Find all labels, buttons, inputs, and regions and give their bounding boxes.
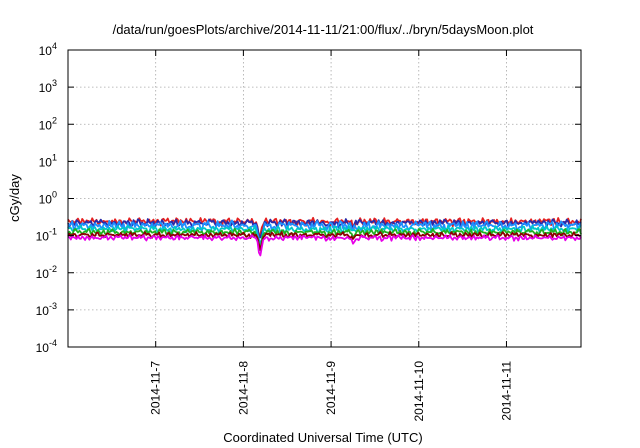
- y-tick-label: 102: [39, 115, 57, 132]
- series-lines: [67, 216, 582, 257]
- series-line: [67, 218, 582, 239]
- y-tick-label: 103: [39, 78, 57, 95]
- grid-lines: [68, 50, 581, 347]
- y-tick-label: 100: [39, 190, 57, 207]
- y-tick-label: 101: [39, 152, 57, 169]
- axis-ticks: 10-4 10-3 10-2 10-1 100 101 102 103 104 2014-11-7…: [36, 41, 581, 422]
- x-axis-label: Coordinated Universal Time (UTC): [223, 430, 422, 445]
- x-tick-label: 2014-11-9: [324, 361, 338, 415]
- x-tick-label: 2014-11-11: [499, 361, 513, 421]
- x-tick-label: 2014-11-7: [149, 361, 163, 415]
- series-line: [67, 234, 582, 257]
- y-tick-label: 10-4: [36, 338, 57, 355]
- series-line: [67, 231, 582, 251]
- y-tick-label: 10-1: [36, 227, 57, 244]
- x-tick-label: 2014-11-8: [236, 361, 250, 415]
- y-tick-label: 104: [39, 41, 57, 58]
- y-axis-label: cGy/day: [7, 174, 22, 222]
- y-tick-label: 10-3: [36, 301, 57, 318]
- x-tick-label: 2014-11-10: [412, 361, 426, 422]
- chart-title: /data/run/goesPlots/archive/2014-11-11/2…: [113, 22, 534, 37]
- y-tick-label: 10-2: [36, 264, 57, 281]
- series-line: [67, 227, 582, 252]
- series-line: [67, 224, 582, 248]
